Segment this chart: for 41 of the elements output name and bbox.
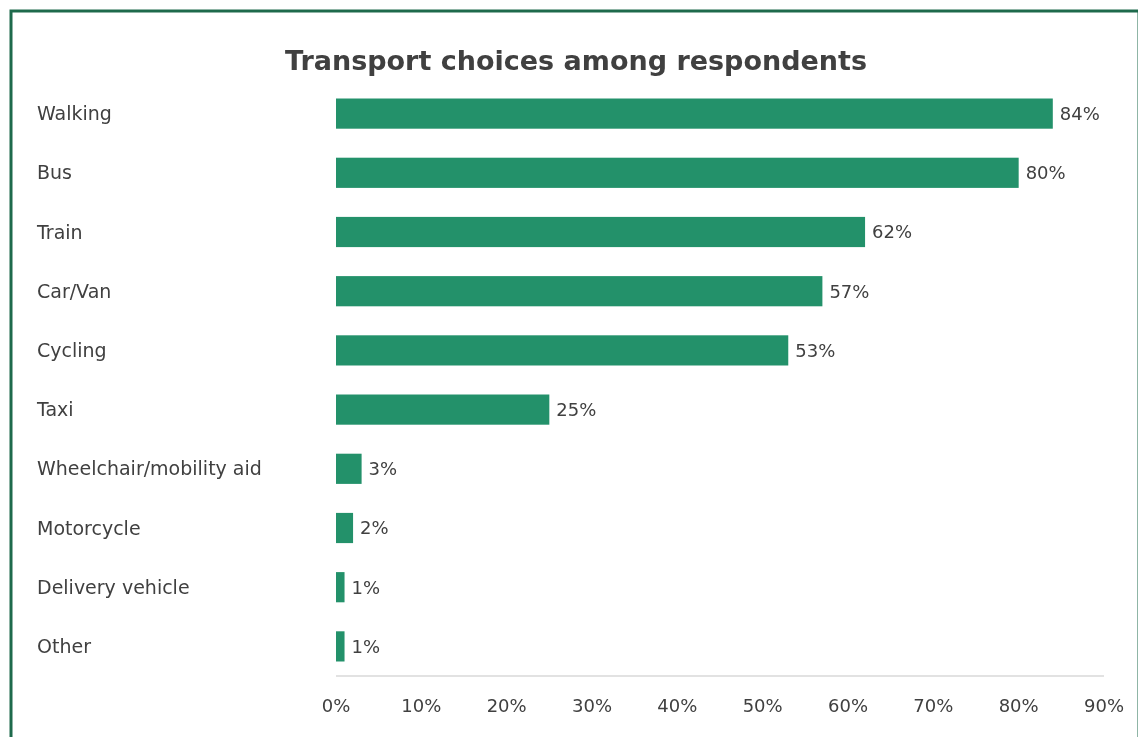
y-tick-label: Car/Van (37, 279, 112, 302)
bar (336, 276, 823, 307)
data-label: 80% (1025, 162, 1066, 184)
bar (336, 216, 866, 248)
bar (336, 631, 345, 662)
x-tick-label: 60% (827, 695, 869, 717)
data-label: 53% (795, 339, 836, 361)
y-tick-label: Cycling (37, 339, 107, 362)
data-label: 25% (556, 398, 597, 420)
x-tick-label: 20% (486, 695, 527, 717)
y-tick-label: Motorcycle (37, 516, 141, 539)
y-tick-label: Bus (37, 161, 72, 184)
data-label: 84% (1059, 102, 1100, 124)
x-tick-label: 50% (742, 695, 783, 717)
x-tick-label: 40% (657, 695, 698, 717)
bar (336, 572, 345, 603)
bar (336, 512, 354, 544)
data-label: 3% (368, 458, 398, 480)
y-tick-label: Train (36, 220, 83, 243)
y-tick-label: Walking (37, 102, 112, 125)
x-tick-label: 70% (913, 695, 954, 717)
y-tick-label: Delivery vehicle (37, 575, 190, 598)
data-label: 1% (351, 635, 381, 657)
chart-title: Transport choices among respondents (284, 45, 868, 77)
x-tick-label: 0% (321, 695, 351, 717)
data-label: 62% (872, 221, 913, 243)
bar (336, 453, 362, 484)
x-tick-label: 10% (401, 695, 442, 717)
x-tick-label: 80% (998, 695, 1039, 717)
bar (336, 335, 789, 366)
y-tick-label: Other (37, 635, 92, 658)
data-label: 57% (829, 280, 870, 302)
bar (336, 394, 550, 425)
bar (336, 98, 1053, 129)
bar (336, 157, 1019, 188)
y-tick-label: Taxi (36, 398, 74, 421)
data-label: 1% (351, 576, 381, 598)
x-tick-label: 90% (1083, 695, 1125, 717)
x-tick-label: 30% (571, 695, 613, 717)
data-label: 2% (360, 517, 389, 539)
y-tick-label: Wheelchair/mobility aid (37, 457, 262, 480)
